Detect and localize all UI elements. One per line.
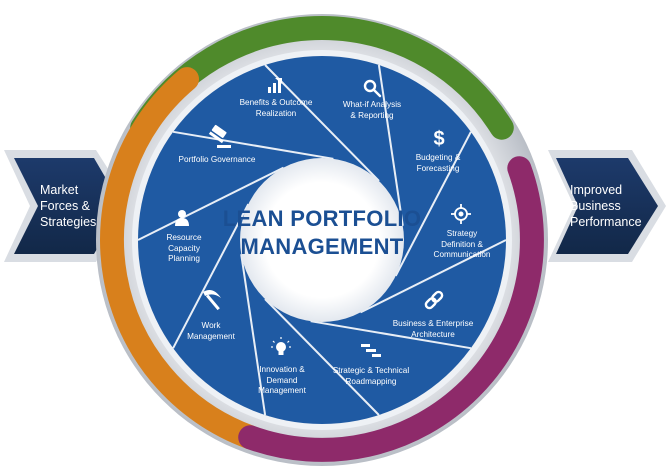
segment-work-label: Work Management xyxy=(163,321,259,342)
segment-divider xyxy=(240,254,267,416)
segment-architecture-line-2: Architecture xyxy=(411,329,455,339)
bar-chart-icon xyxy=(268,78,282,93)
segment-resource-line-2: Capacity xyxy=(168,243,200,253)
segment-resource-line-3: Planning xyxy=(168,254,200,263)
segment-benefits-line-2: Realization xyxy=(255,108,297,118)
segment-divider xyxy=(264,298,380,416)
segment-roadmapping-line-2: Roadmapping xyxy=(345,376,397,386)
magnifier-icon xyxy=(363,79,382,98)
orange-arc xyxy=(100,67,263,450)
segment-divider xyxy=(360,239,507,314)
market-forces-line-2: Forces & xyxy=(40,199,91,213)
segment-budgeting-line-1: Budgeting & xyxy=(415,153,461,162)
segment-what-if-line-1: What-if Analysis xyxy=(342,100,402,109)
improved-performance-line-2: Business xyxy=(570,199,621,213)
person-icon xyxy=(175,210,189,226)
segment-roadmapping-line-1: Strategic & Technical xyxy=(332,366,410,375)
segment-divider xyxy=(394,131,472,277)
segment-innovation-line-3: Management xyxy=(258,386,306,395)
lightbulb-icon xyxy=(271,337,291,355)
segment-innovation-line-2: Demand xyxy=(266,375,298,385)
roadmap-icon xyxy=(361,344,381,357)
segment-icons: $ xyxy=(175,78,471,357)
segment-budgeting-label: Budgeting & Forecasting xyxy=(390,153,486,174)
segment-strategy-line-3: Communication xyxy=(433,250,491,259)
improved-performance-line-3: Performance xyxy=(570,215,642,229)
purple-arc xyxy=(238,156,544,462)
segment-budgeting-line-2: Forecasting xyxy=(416,163,460,173)
center-disc xyxy=(240,158,404,322)
market-forces-line-1: Market xyxy=(40,183,79,197)
segment-architecture-label: Business & Enterprise Architecture xyxy=(385,319,481,340)
segment-divider xyxy=(377,64,404,226)
segment-divider xyxy=(172,203,250,349)
segment-resource-line-1: Resource xyxy=(166,233,202,242)
gavel-icon xyxy=(208,124,231,148)
segment-what-if-label: What-if Analysis & Reporting xyxy=(324,100,420,121)
segment-work-line-2: Management xyxy=(187,331,235,341)
segment-benefits-label: Benefits & Outcome Realization xyxy=(228,98,324,119)
improved-performance-label: Improved Business Performance xyxy=(570,182,642,230)
segment-strategy-label: Strategy Definition & Communication xyxy=(414,229,510,261)
segment-innovation-label: Innovation & Demand Management xyxy=(234,365,330,397)
segment-benefits-line-1: Benefits & Outcome xyxy=(239,98,313,107)
market-forces-line-3: Strategies xyxy=(40,215,97,229)
segment-dividers xyxy=(137,64,507,416)
segment-divider xyxy=(137,166,284,241)
segment-governance-line-1: Portfolio Governance xyxy=(178,155,256,164)
segment-work-line-1: Work xyxy=(201,321,221,330)
segment-strategy-line-1: Strategy xyxy=(446,229,478,238)
segment-architecture-line-1: Business & Enterprise xyxy=(392,319,474,328)
segment-what-if-line-2: & Reporting xyxy=(350,110,394,120)
segment-resource-label: Resource Capacity Planning xyxy=(136,233,232,265)
pickaxe-icon xyxy=(203,290,221,311)
market-forces-label: Market Forces & Strategies xyxy=(40,182,96,230)
improved-performance-line-1: Improved xyxy=(570,183,623,197)
segment-divider xyxy=(172,130,334,160)
center-title-line-2: MANAGEMENT xyxy=(240,234,404,259)
link-icon xyxy=(424,290,444,310)
segment-roadmapping-label: Strategic & Technical Roadmapping xyxy=(323,366,419,387)
segment-innovation-line-1: Innovation & xyxy=(259,365,305,374)
right-output-chevron xyxy=(548,150,666,262)
segment-divider xyxy=(310,320,472,350)
center-title: LEAN PORTFOLIO MANAGEMENT xyxy=(223,205,422,261)
segment-governance-label: Portfolio Governance xyxy=(169,155,265,166)
center-title-line-1: LEAN PORTFOLIO xyxy=(222,206,422,231)
segment-strategy-line-2: Definition & xyxy=(441,239,483,249)
dollar-icon: $ xyxy=(433,128,444,150)
target-icon xyxy=(451,204,471,224)
segment-divider xyxy=(264,64,380,182)
